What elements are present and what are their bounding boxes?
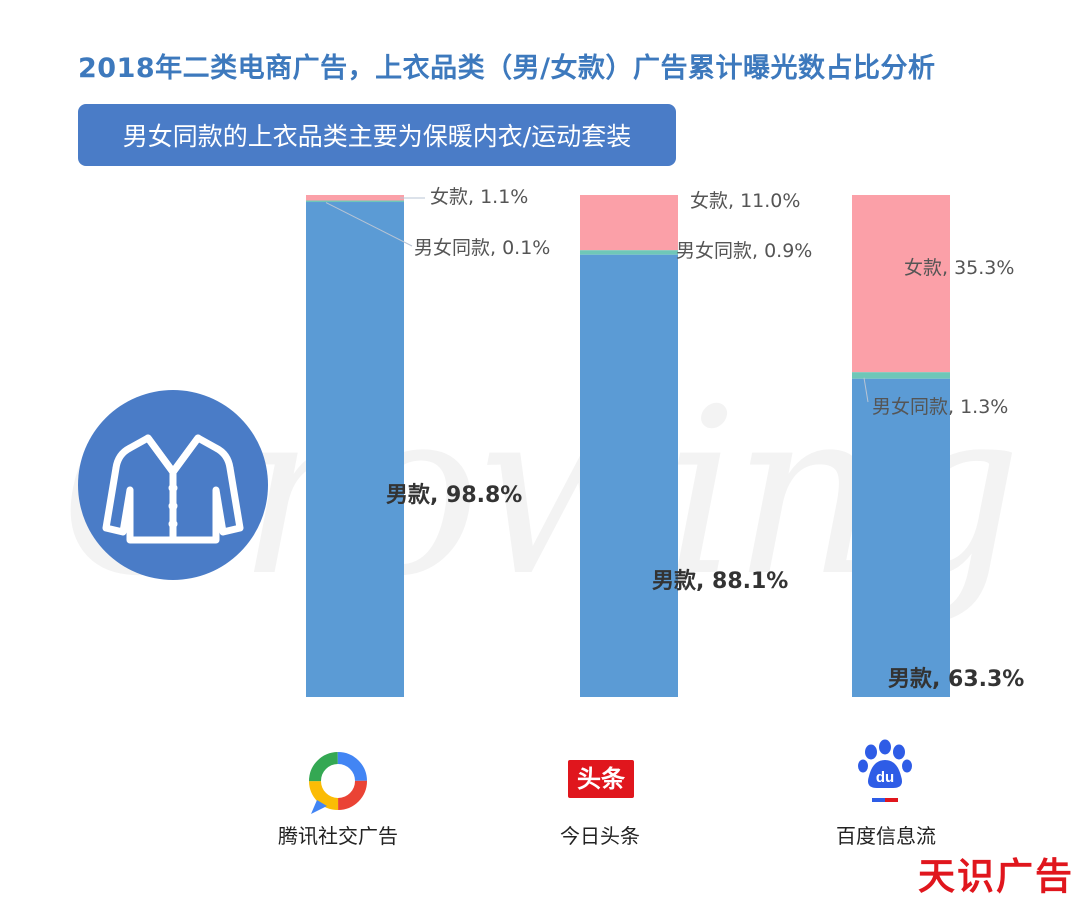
bar-women-1: [580, 195, 678, 251]
bar-men-0: [306, 202, 404, 697]
toutiao-logo-icon: 头条: [568, 760, 634, 798]
data-label-unisex: 男女同款, 0.9%: [676, 240, 812, 262]
svg-text:du: du: [876, 769, 894, 786]
platform-tencent: 腾讯社交广告: [238, 748, 438, 849]
data-label-men: 男款, 63.3%: [888, 666, 1024, 692]
platform-name: 腾讯社交广告: [278, 824, 398, 848]
data-label-unisex: 男女同款, 1.3%: [872, 396, 1008, 418]
subtitle-text: 男女同款的上衣品类主要为保暖内衣/运动套装: [122, 122, 632, 151]
platform-baidu: du 百度信息流: [786, 738, 986, 849]
tencent-logo-icon: [309, 752, 367, 814]
platform-name: 百度信息流: [836, 824, 936, 848]
jacket-badge: [78, 390, 268, 580]
bar-men-2: [852, 378, 950, 697]
data-label-unisex: 男女同款, 0.1%: [414, 237, 550, 259]
platform-toutiao: 头条 今日头条: [500, 748, 700, 849]
leader-unisex-2: [863, 377, 869, 403]
subtitle-banner: 男女同款的上衣品类主要为保暖内衣/运动套装: [78, 104, 676, 166]
data-label-women: 女款, 1.1%: [430, 186, 528, 208]
data-label-men: 男款, 98.8%: [386, 482, 522, 508]
bar-unisex-1: [580, 250, 678, 255]
baidu-logo-icon: du: [858, 739, 912, 802]
brand-watermark: 天识广告: [918, 855, 1074, 898]
jacket-icon: [102, 434, 244, 544]
data-label-men: 男款, 88.1%: [652, 568, 788, 594]
bar-men-1: [580, 254, 678, 697]
bar-women-2: [852, 195, 950, 373]
bar-unisex-2: [852, 372, 950, 379]
data-label-women: 女款, 35.3%: [904, 257, 1014, 279]
platform-name: 今日头条: [560, 824, 640, 848]
data-label-women: 女款, 11.0%: [690, 190, 800, 212]
bar-women-0: [306, 195, 404, 201]
page-title: 2018年二类电商广告，上衣品类（男/女款）广告累计曝光数占比分析: [78, 53, 936, 84]
leader-unisex-0: [325, 202, 413, 247]
bar-unisex-0: [306, 200, 404, 203]
